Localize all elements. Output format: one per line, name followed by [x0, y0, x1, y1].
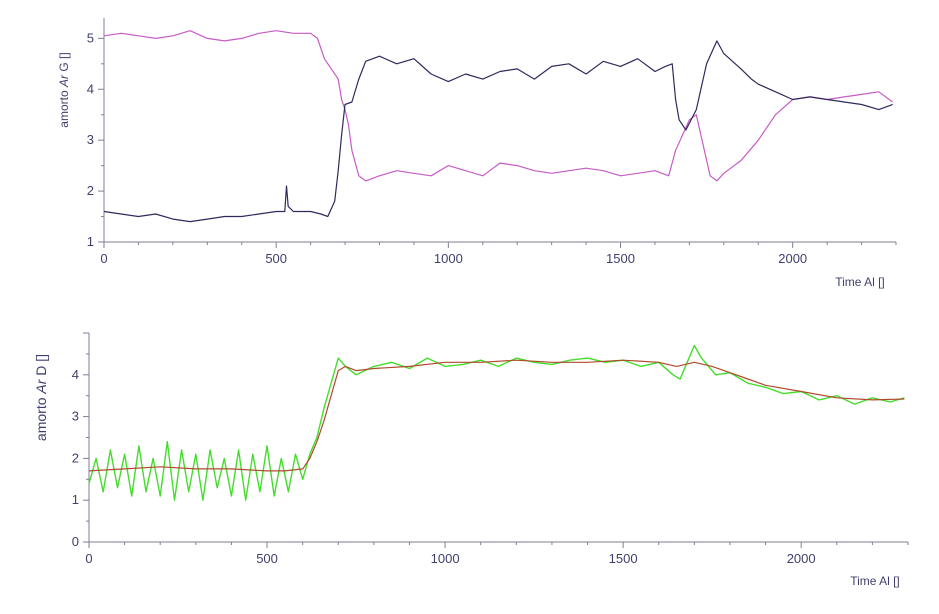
y-axis-label-part: amorto	[57, 87, 71, 128]
y-tick-label: 2	[87, 183, 94, 198]
x-tick-label: 1500	[606, 251, 635, 266]
y-axis-label-part: Ar	[57, 74, 71, 88]
y-tick-label: 4	[87, 81, 94, 96]
bottom-panel: 0 500 1000 1500 2000 0 1 2 3 4 amorto Ar D [] Time …	[33, 332, 909, 588]
x-tick-label: 500	[256, 551, 278, 566]
series-line-1	[88, 359, 905, 472]
y-tick-label: 0	[72, 534, 79, 549]
x-tick-label: 1500	[609, 551, 638, 566]
y-tick-label: 2	[72, 450, 79, 465]
y-tick-label: 3	[87, 132, 94, 147]
x-tick-label: 2000	[778, 251, 807, 266]
y-tick-label: 3	[72, 409, 79, 424]
y-axis-label: amorto Ar G []	[57, 52, 71, 127]
y-axis-label: amorto Ar D []	[33, 354, 49, 441]
y-axis-label-part: Ar	[33, 378, 49, 394]
series-line-0	[103, 30, 893, 182]
x-tick-label: 0	[85, 551, 92, 566]
y-tick-label: 4	[72, 367, 79, 382]
y-axis-label-part: D []	[33, 354, 49, 380]
x-axis-label: Time Al []	[835, 275, 885, 289]
y-axis-label-part: G []	[57, 52, 71, 75]
x-tick-label: 1000	[434, 251, 463, 266]
series-line-1	[103, 40, 893, 223]
series-line-0	[88, 344, 905, 501]
y-tick-label: 1	[72, 492, 79, 507]
y-tick-label: 1	[87, 234, 94, 249]
x-axis-label: Time Al []	[850, 574, 900, 588]
x-tick-label: 0	[100, 251, 107, 266]
x-tick-label: 1000	[431, 551, 460, 566]
x-tick-label: 2000	[787, 551, 816, 566]
y-tick-label: 5	[87, 30, 94, 45]
y-axis-label-part: amorto	[33, 394, 49, 441]
top-panel: 0 500 1000 1500 2000 1 2 3 4 5 amorto Ar G [] Time …	[57, 18, 897, 289]
x-tick-label: 500	[265, 251, 287, 266]
